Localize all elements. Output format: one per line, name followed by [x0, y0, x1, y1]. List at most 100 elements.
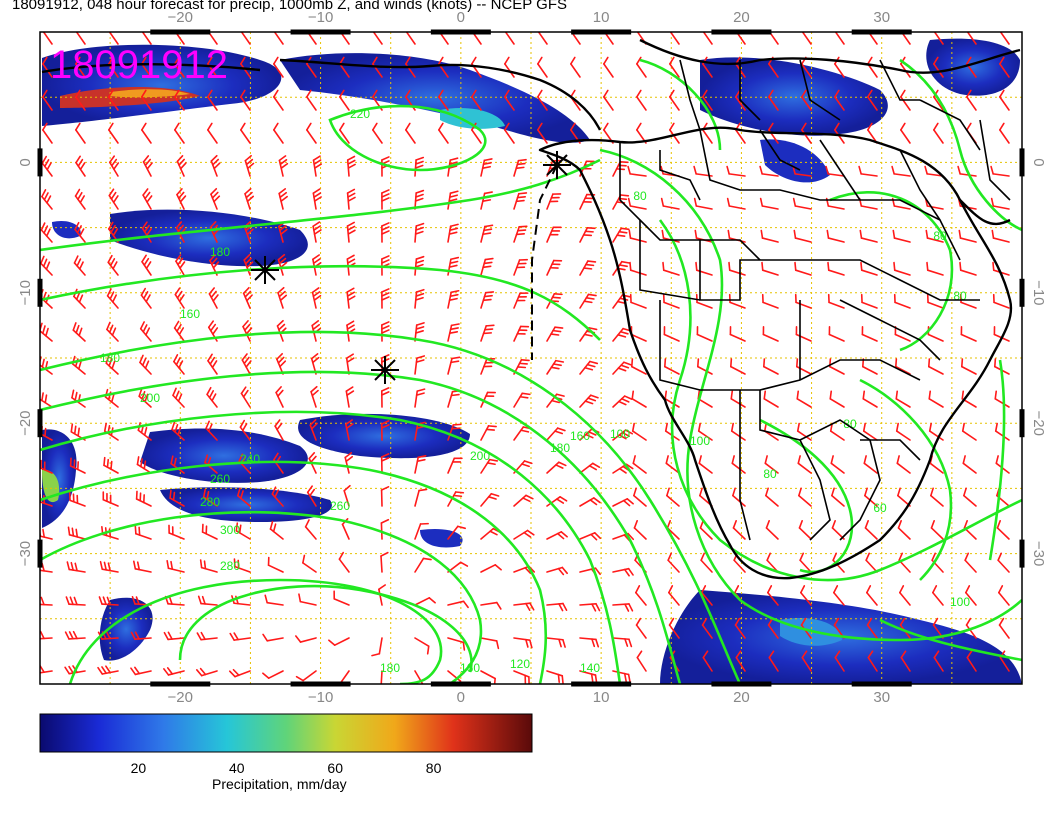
wind-barb — [447, 637, 466, 651]
wind-barb — [662, 261, 680, 276]
wind-barb — [767, 585, 779, 606]
wind-barb — [328, 637, 350, 646]
wind-barb — [72, 322, 86, 342]
colorbar-tick: 40 — [229, 760, 245, 776]
wind-barb — [862, 422, 878, 441]
wind-barb — [546, 427, 566, 441]
wind-barb — [267, 556, 284, 573]
wind-barb — [346, 287, 356, 309]
wind-barb — [732, 519, 746, 540]
wind-barb — [697, 422, 713, 441]
wind-barb — [927, 358, 944, 375]
wind-barb — [636, 89, 647, 111]
wind-barb — [405, 122, 416, 144]
wind-barb — [141, 89, 152, 111]
wind-barb — [414, 454, 427, 474]
wind-barb — [759, 165, 779, 177]
wind-barb — [801, 122, 812, 144]
wind-barb — [729, 358, 746, 375]
wind-barb — [612, 567, 634, 577]
contour-label: 180 — [100, 351, 120, 365]
wind-barb — [701, 617, 713, 639]
wind-barb — [990, 165, 1010, 177]
wind-barb — [865, 552, 878, 573]
wind-barb — [173, 320, 185, 342]
wind-barb — [380, 453, 390, 474]
wind-barb — [825, 165, 845, 177]
wind-barb — [628, 229, 647, 243]
wind-barb — [863, 455, 878, 474]
wind-barb — [69, 457, 86, 474]
wind-barb — [794, 293, 812, 309]
wind-barb — [862, 390, 878, 408]
wind-barb — [666, 519, 680, 540]
wind-barb — [64, 630, 86, 640]
wind-barb — [932, 585, 944, 606]
contour-label: 80 — [843, 417, 857, 431]
wind-barb — [859, 229, 878, 243]
wind-barb — [663, 326, 680, 342]
wind-barb — [827, 293, 845, 309]
wind-barb — [339, 89, 350, 111]
wind-barb — [199, 559, 218, 573]
wind-barb — [579, 260, 597, 276]
wind-barb — [612, 670, 631, 683]
colorbar-tick: 20 — [131, 760, 147, 776]
wind-barb — [930, 487, 944, 507]
wind-barb — [828, 326, 845, 342]
wind-barb — [895, 422, 911, 441]
wind-barb — [142, 155, 153, 177]
wind-barb — [579, 293, 597, 309]
wind-barb — [105, 355, 119, 375]
wind-barb — [74, 188, 86, 210]
wind-barb — [75, 89, 86, 111]
contour-label: 260 — [330, 499, 350, 513]
map-title: 18091912, 048 hour forecast for precip, … — [12, 0, 567, 13]
wind-barb — [480, 670, 496, 684]
wind-barb — [792, 197, 812, 210]
wind-barb — [480, 637, 500, 650]
wind-barb — [860, 293, 878, 309]
wind-barb — [207, 353, 218, 375]
wind-barb — [40, 255, 53, 276]
contour-label: 240 — [240, 452, 260, 466]
wind-barb — [933, 56, 944, 78]
wind-barb — [201, 523, 218, 540]
wind-barb — [800, 617, 812, 639]
wind-barb — [893, 293, 911, 309]
wind-barb — [380, 486, 390, 507]
wind-barb — [171, 421, 185, 441]
wind-barb — [925, 229, 944, 243]
wind-barb — [480, 158, 493, 177]
wind-barb — [833, 585, 845, 606]
wind-barb — [138, 388, 152, 408]
wind-barb — [830, 455, 845, 474]
contour-label: 80 — [763, 467, 777, 481]
wind-barb — [447, 600, 469, 609]
wind-barb — [130, 666, 152, 676]
wind-barb — [414, 288, 425, 309]
wind-barb — [438, 89, 449, 111]
wind-barb — [997, 552, 1010, 573]
wind-barb — [926, 261, 944, 276]
wind-barb — [669, 122, 680, 144]
wind-barb — [612, 637, 633, 648]
lat-tick-label-right: −20 — [1030, 410, 1047, 435]
wind-barb — [277, 286, 288, 309]
wind-barb — [513, 192, 528, 210]
wind-barb — [668, 585, 680, 606]
wind-barb — [447, 356, 461, 375]
wind-barb — [834, 650, 845, 672]
contour-label: 60 — [873, 501, 887, 515]
wind-barb — [278, 221, 288, 243]
wind-barb — [513, 225, 528, 243]
wind-barb — [414, 222, 425, 243]
wind-barb — [67, 526, 86, 540]
wind-barb — [343, 484, 351, 507]
wind-barb — [139, 354, 152, 375]
storm-track — [531, 164, 558, 360]
wind-barb — [834, 122, 845, 144]
wind-barb — [933, 32, 944, 45]
wind-barb — [108, 188, 119, 210]
lon-tick-label-top: −10 — [308, 9, 333, 26]
